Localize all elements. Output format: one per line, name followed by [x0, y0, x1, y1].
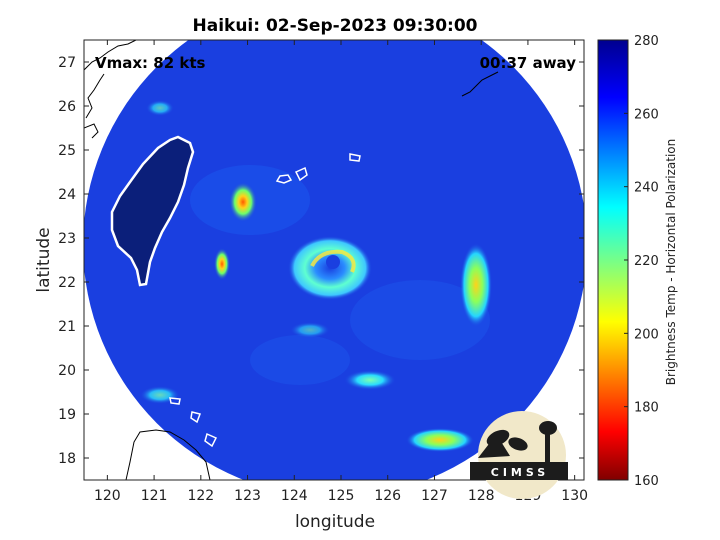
- axes-frame: [83, 39, 585, 481]
- colorbar-tick-label: 260: [634, 107, 659, 122]
- x-tick-label: 128: [468, 488, 495, 504]
- rainband-south: [344, 370, 396, 390]
- y-axis-ticks: 18 19 20 21 22 23 24 25 26 27: [58, 55, 584, 467]
- colorbar-label: Brightness Temp - Horizontal Polarizatio…: [664, 139, 678, 386]
- y-tick-label: 18: [58, 451, 76, 467]
- x-tick-label: 126: [374, 488, 401, 504]
- rainband-southeast: [406, 428, 474, 452]
- rainband-east: [460, 243, 492, 327]
- x-tick-label: 121: [141, 488, 168, 504]
- map-area: [84, 40, 584, 480]
- rainband-northwest: [229, 182, 257, 222]
- colorbar-ticks: 280 260 240 220 200 180 160: [624, 34, 659, 489]
- x-tick-label: 124: [281, 488, 308, 504]
- y-tick-label: 23: [58, 231, 76, 247]
- colorbar-tick-label: 220: [634, 254, 659, 269]
- vmax-annotation: Vmax: 82 kts: [95, 54, 205, 72]
- y-axis-label: latitude: [34, 227, 54, 292]
- taiwan-island: [110, 135, 195, 287]
- colorbar-tick-label: 160: [634, 474, 659, 489]
- x-axis-ticks: 120121122123124125126127128129130: [94, 40, 588, 504]
- x-tick-label: 120: [94, 488, 121, 504]
- colorbar-tick-label: 280: [634, 34, 659, 49]
- x-tick-label: 122: [187, 488, 214, 504]
- y-tick-label: 21: [58, 319, 76, 335]
- x-axis-label: longitude: [295, 512, 375, 532]
- cimss-logo: CIMSS: [470, 411, 568, 499]
- y-tick-label: 25: [58, 143, 76, 159]
- x-tick-label: 123: [234, 488, 261, 504]
- colorbar-tick-label: 180: [634, 401, 659, 416]
- y-tick-label: 24: [58, 187, 76, 203]
- x-tick-label: 127: [421, 488, 448, 504]
- logo-text: CIMSS: [491, 466, 549, 479]
- y-tick-label: 19: [58, 407, 76, 423]
- x-tick-label: 125: [328, 488, 355, 504]
- swath-features: [110, 100, 492, 452]
- colorbar-tick-label: 200: [634, 327, 659, 342]
- y-tick-label: 20: [58, 363, 76, 379]
- colorbar-tick-label: 240: [634, 181, 659, 196]
- y-tick-label: 22: [58, 275, 76, 291]
- x-tick-label: 130: [561, 488, 588, 504]
- y-tick-label: 26: [58, 99, 76, 115]
- time-away-annotation: 00:37 away: [480, 54, 577, 72]
- plot-title: Haikui: 02-Sep-2023 09:30:00: [193, 16, 478, 36]
- colorbar: [597, 39, 629, 481]
- rainband-west: [214, 248, 230, 280]
- y-tick-label: 27: [58, 55, 76, 71]
